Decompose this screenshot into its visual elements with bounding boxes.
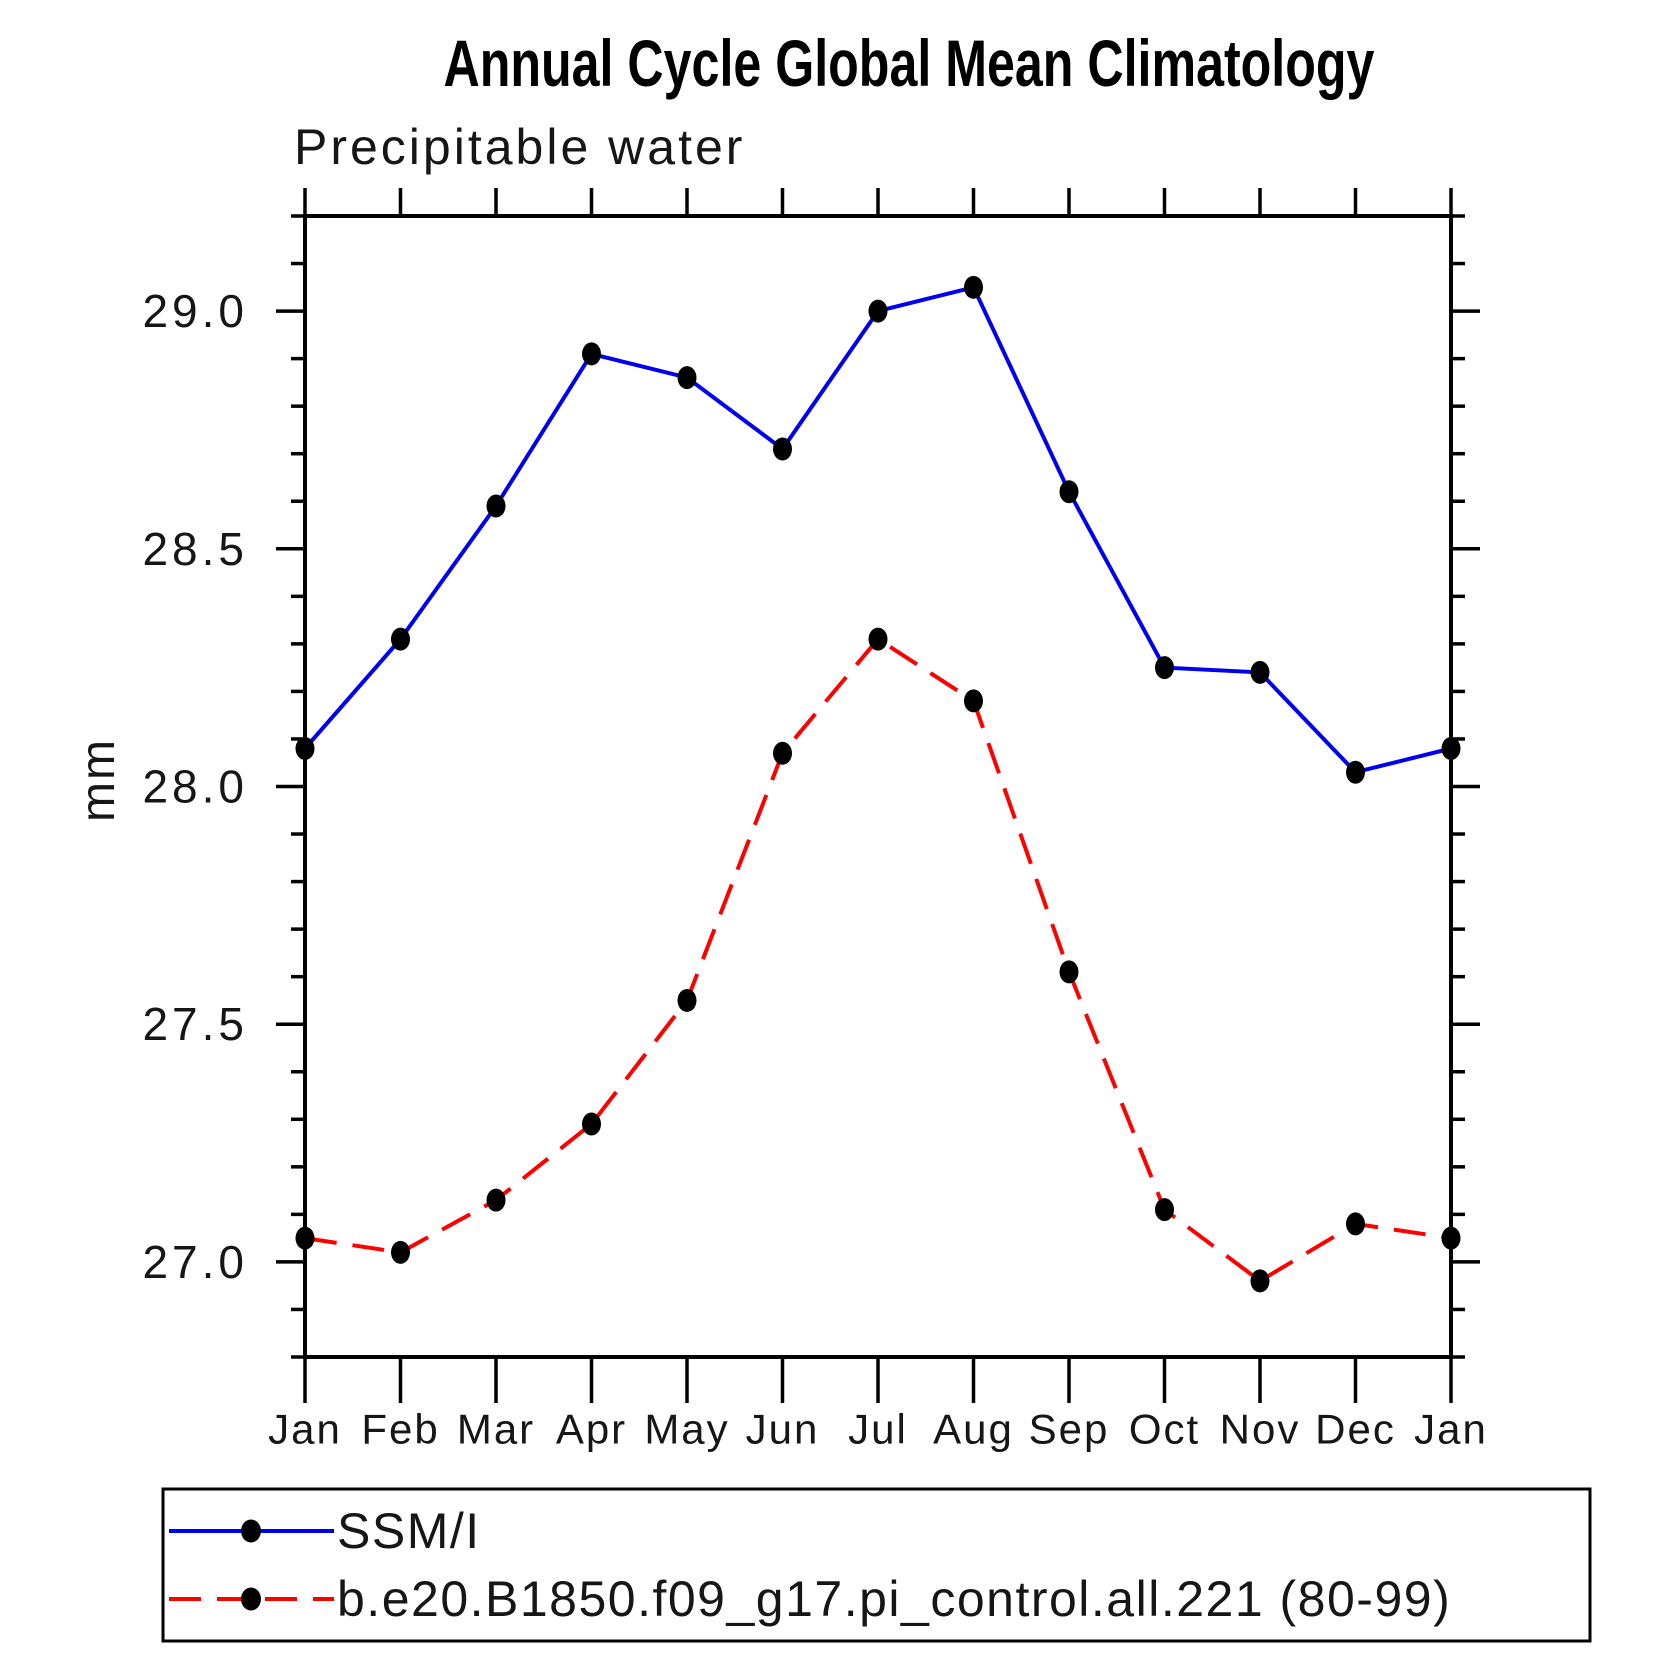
x-tick-label: Mar	[457, 1406, 535, 1453]
series-0-marker	[1059, 480, 1079, 504]
series-0-marker	[868, 299, 888, 323]
series-0-marker	[1155, 656, 1174, 680]
x-tick-label: Dec	[1315, 1406, 1396, 1453]
legend-label-1: b.e20.B1850.f09_g17.pi_control.all.221 (…	[337, 1571, 1451, 1627]
x-tick-label: Jan	[1414, 1406, 1488, 1453]
x-tick-label: Apr	[556, 1406, 627, 1453]
series-0-marker	[677, 366, 697, 390]
series-1-marker	[486, 1188, 506, 1212]
x-tick-label: Sep	[1029, 1406, 1110, 1453]
series-1-marker	[1059, 960, 1079, 984]
x-tick-label: May	[644, 1406, 729, 1453]
x-tick-label: Jun	[746, 1406, 820, 1453]
series-1-marker	[391, 1240, 410, 1264]
chart-title: Annual Cycle Global Mean Climatology	[443, 26, 1375, 100]
series-1-marker	[964, 689, 983, 713]
series-line-1	[304, 636, 1452, 1284]
y-tick-label: 29.0	[142, 285, 248, 337]
legend-label-0: SSM/I	[337, 1503, 481, 1559]
series-1-marker	[582, 1112, 601, 1136]
x-tick-label: Feb	[361, 1406, 439, 1453]
y-tick-label: 27.0	[142, 1236, 248, 1288]
legend-box	[161, 1487, 1592, 1643]
series-1-marker	[295, 1226, 315, 1250]
x-tick-label: Nov	[1220, 1406, 1301, 1453]
series-0-marker	[1346, 760, 1365, 784]
series-1-marker	[1441, 1226, 1461, 1250]
legend-marker-0	[241, 1519, 261, 1543]
series-0-marker	[964, 275, 983, 299]
series-1-marker	[1155, 1198, 1174, 1222]
series-1-marker	[868, 627, 888, 651]
plot-frame	[303, 214, 1453, 1359]
x-tick-label: Oct	[1129, 1406, 1200, 1453]
series-0-marker	[295, 736, 315, 760]
series-0-marker	[391, 627, 410, 651]
chart-subtitle: Precipitable water	[294, 119, 746, 175]
y-tick-label: 27.5	[142, 998, 248, 1050]
y-tick-label: 28.5	[142, 523, 248, 575]
series-1-marker	[677, 988, 697, 1012]
series-1-marker	[1346, 1212, 1365, 1236]
legend-marker-1	[241, 1587, 261, 1611]
y-axis-label: mm	[72, 738, 125, 822]
x-tick-label: Aug	[933, 1406, 1014, 1453]
series-0-marker	[773, 437, 792, 461]
series-1-marker	[1250, 1269, 1270, 1293]
series-0-marker	[582, 342, 601, 366]
series-0-marker	[1250, 660, 1270, 684]
series-0-marker	[1441, 736, 1461, 760]
x-tick-label: Jul	[848, 1406, 908, 1453]
series-line-0	[303, 284, 1452, 775]
series-0-marker	[486, 494, 506, 518]
y-tick-label: 28.0	[142, 761, 248, 813]
series-1-marker	[773, 741, 792, 765]
x-tick-label: Jan	[268, 1406, 342, 1453]
